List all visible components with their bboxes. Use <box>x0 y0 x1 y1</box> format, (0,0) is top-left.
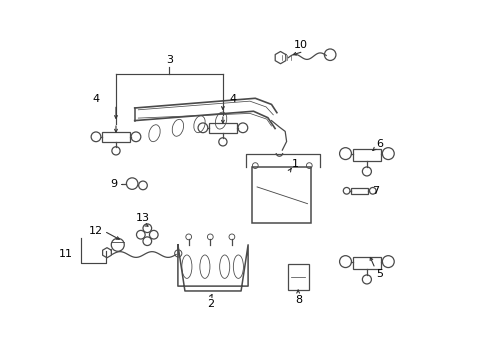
Text: 4: 4 <box>92 94 100 104</box>
Text: 8: 8 <box>295 294 302 305</box>
Text: 4: 4 <box>229 94 236 104</box>
Text: 2: 2 <box>206 299 213 309</box>
Text: 6: 6 <box>375 139 382 149</box>
Bar <box>102 132 130 142</box>
Bar <box>287 264 308 290</box>
Bar <box>251 167 310 223</box>
Text: 7: 7 <box>371 186 379 196</box>
Text: 5: 5 <box>375 269 382 279</box>
Text: 1: 1 <box>291 159 298 169</box>
Text: 10: 10 <box>293 40 307 50</box>
Bar <box>208 123 237 133</box>
Text: 9: 9 <box>110 179 118 189</box>
Text: 3: 3 <box>165 55 173 65</box>
Text: 11: 11 <box>58 249 72 259</box>
Bar <box>352 149 380 161</box>
Text: 12: 12 <box>89 226 103 236</box>
Bar <box>352 257 380 269</box>
Text: 13: 13 <box>136 213 150 223</box>
Bar <box>350 188 367 194</box>
